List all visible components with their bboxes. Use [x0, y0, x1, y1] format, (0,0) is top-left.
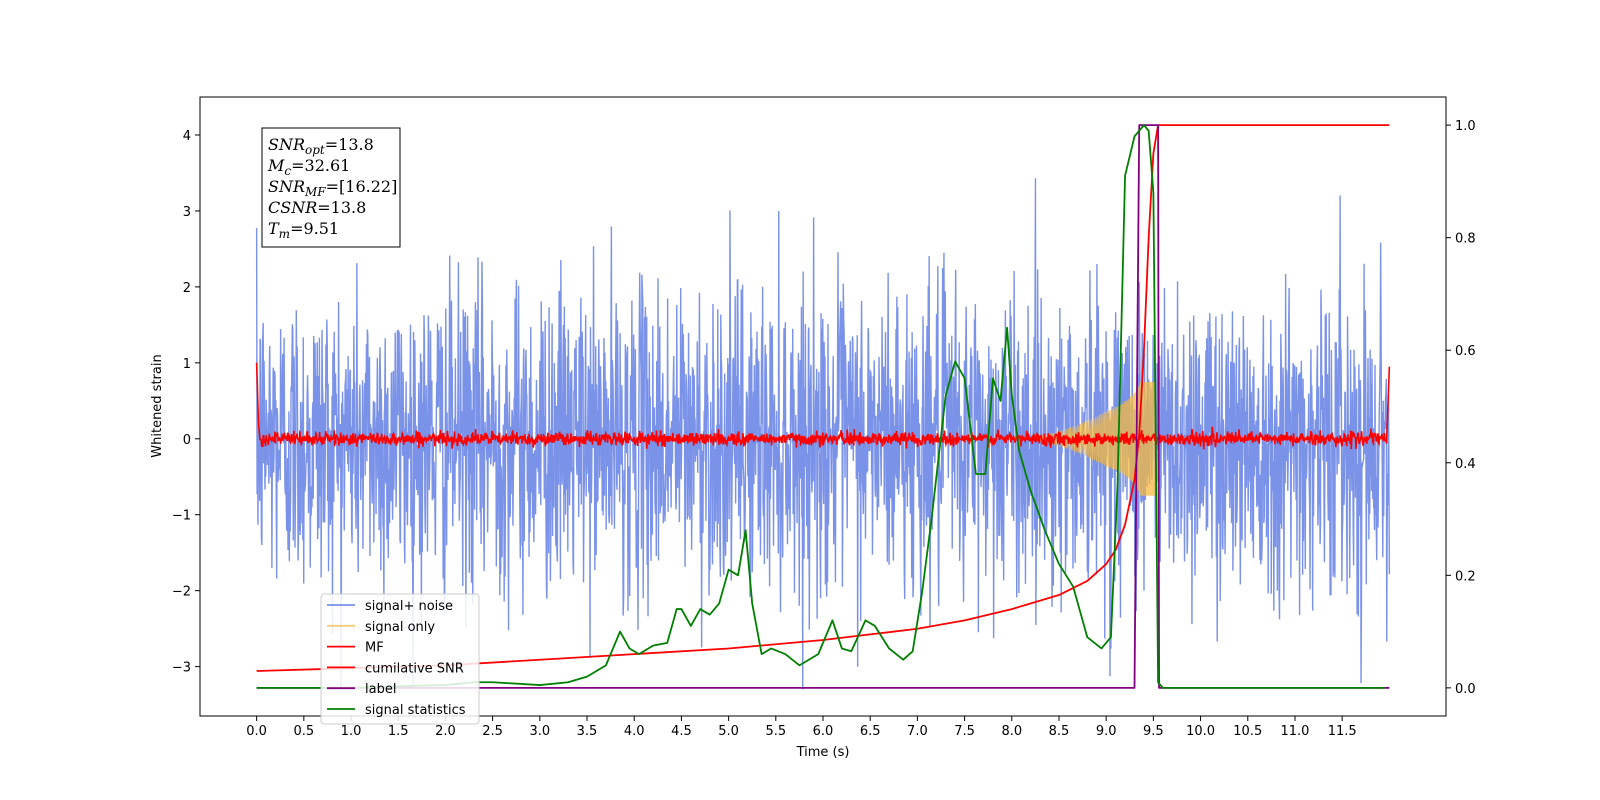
- stats-annotation-frame: [261, 127, 401, 248]
- x-tick-label: 9.0: [1096, 724, 1117, 739]
- x-tick-label: 8.0: [1001, 724, 1022, 739]
- legend-frame: [320, 593, 480, 725]
- x-tick-label: 3.5: [577, 724, 598, 739]
- y-tick-label: −2: [172, 585, 191, 600]
- y2-tick-label: 0.6: [1455, 344, 1476, 359]
- y2-tick-label: 0.8: [1455, 232, 1476, 247]
- legend-label-cumilative-snr: cumilative SNR: [365, 661, 464, 676]
- y-axis-label: Whitened strain: [150, 354, 165, 457]
- x-tick-label: 8.5: [1049, 724, 1070, 739]
- legend-label-signal-noise: signal+ noise: [365, 599, 453, 614]
- x-tick-label: 1.5: [388, 724, 409, 739]
- x-tick-label: 0.5: [293, 724, 314, 739]
- x-tick-label: 4.0: [624, 724, 645, 739]
- stat-snr-mf: SNRMF=[16.22]: [268, 177, 397, 199]
- stat-snr-opt: SNRopt=13.8: [268, 135, 374, 157]
- x-tick-label: 5.0: [718, 724, 739, 739]
- x-axis: 0.0 0.5 1.0 1.5 2.0 2.5 3.0 3.5 4.0 4.5 5.0 5.5 6.0 6…: [246, 716, 1357, 739]
- x-tick-label: 10.5: [1233, 724, 1262, 739]
- y2-tick-label: 0.4: [1455, 457, 1476, 472]
- x-axis-label: Time (s): [796, 745, 850, 760]
- y-tick-label: 3: [183, 205, 191, 220]
- x-tick-label: 4.5: [671, 724, 692, 739]
- x-tick-label: 2.0: [435, 724, 456, 739]
- series-layer: [255, 124, 1391, 690]
- legend: signal+ noise signal only MF cumilative SNR…: [320, 593, 480, 725]
- y-tick-label: 0: [183, 433, 191, 448]
- stats-annotation: SNRopt=13.8Mc=32.61SNRMF=[16.22]CSNR=13.…: [261, 127, 401, 248]
- y2-tick-label: 0.0: [1455, 682, 1476, 697]
- legend-label-signal-only: signal only: [365, 620, 435, 635]
- y-tick-label: 4: [183, 129, 191, 144]
- x-tick-label: 1.0: [341, 724, 362, 739]
- legend-label-signal-statistics: signal statistics: [365, 703, 466, 718]
- y2-tick-label: 0.2: [1455, 569, 1476, 584]
- stat-csnr: CSNR=13.8: [268, 198, 366, 217]
- x-tick-label: 11.0: [1280, 724, 1309, 739]
- x-tick-label: 0.0: [246, 724, 267, 739]
- series-cumilative-snr-line: [256, 124, 1390, 672]
- x-tick-label: 11.5: [1328, 724, 1357, 739]
- x-tick-label: 5.5: [765, 724, 786, 739]
- stat-t-m: Tm=9.51: [268, 219, 339, 241]
- y-axis-left: 4 3 2 1 0 −1 −2 −3: [172, 129, 200, 676]
- x-tick-label: 7.5: [954, 724, 975, 739]
- series-mf-line: [255, 362, 1391, 450]
- x-tick-label: 7.0: [907, 724, 928, 739]
- y-tick-label: −3: [172, 661, 191, 676]
- x-tick-label: 9.5: [1143, 724, 1164, 739]
- x-tick-label: 10.0: [1186, 724, 1215, 739]
- x-tick-label: 2.5: [482, 724, 503, 739]
- x-tick-label: 6.5: [860, 724, 881, 739]
- stat-m-c: Mc=32.61: [267, 156, 350, 178]
- y-tick-label: 2: [183, 281, 191, 296]
- y-tick-label: −1: [172, 509, 191, 524]
- x-tick-label: 6.0: [813, 724, 834, 739]
- y2-tick-label: 1.0: [1455, 119, 1476, 134]
- x-tick-label: 3.0: [529, 724, 550, 739]
- y-axis-right: 1.0 0.8 0.6 0.4 0.2 0.0: [1446, 119, 1476, 697]
- legend-label-mf: MF: [365, 641, 384, 656]
- legend-label-label: label: [365, 682, 396, 697]
- y-tick-label: 1: [183, 357, 191, 372]
- series-signal-statistics-line: [256, 124, 1385, 689]
